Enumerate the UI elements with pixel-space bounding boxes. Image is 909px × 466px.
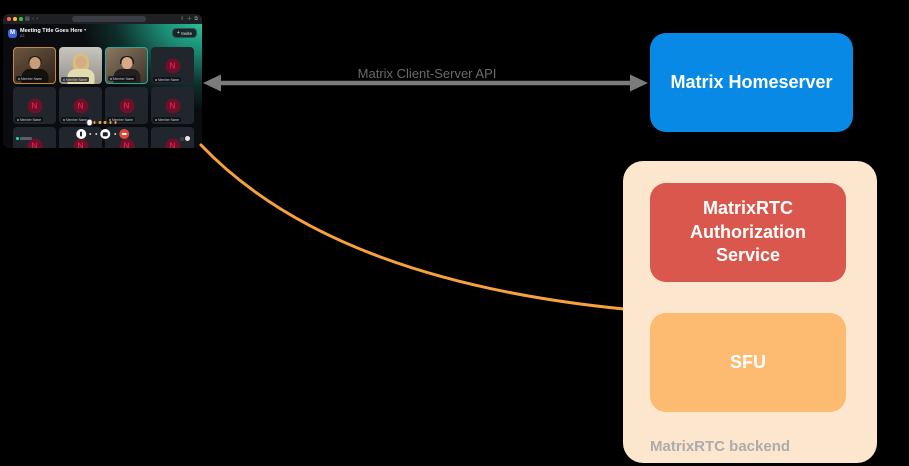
video-tile: N Member Name (105, 87, 148, 124)
traffic-light-minimize-icon (13, 17, 17, 21)
name-badge: Member Name (16, 76, 45, 81)
hangup-button (119, 129, 130, 139)
share-icon: ⇧ (180, 15, 185, 22)
call-controls (75, 129, 130, 139)
video-tile: N (13, 127, 56, 148)
invite-button: + Invite (171, 28, 197, 38)
participant-avatar: N (165, 58, 180, 73)
forward-icon: › (36, 15, 39, 22)
homeserver-box: Matrix Homeserver (650, 33, 853, 132)
meeting-title: Meeting Title Goes Here (20, 27, 83, 34)
name-badge: Member Name (153, 77, 182, 82)
api-arrowhead-right (630, 74, 648, 92)
video-tile: N Member Name (59, 87, 102, 124)
rtc-curve (199, 143, 626, 311)
tile-status-icons (179, 136, 190, 141)
video-tile: N (151, 127, 194, 148)
video-grid: Member Name Member Name Member Name N Me… (13, 47, 194, 148)
participant-count: 22 (20, 32, 25, 38)
backend-label: MatrixRTC backend (650, 438, 791, 455)
call-header: M Meeting Title Goes Here ▾ 22 + Invite (3, 24, 202, 39)
traffic-light-zoom-icon (19, 17, 23, 21)
call-app: M Meeting Title Goes Here ▾ 22 + Invite (3, 24, 202, 148)
control-dot-icon (113, 133, 116, 135)
backend-container: MatrixRTC Authorization Service SFU Matr… (623, 161, 877, 463)
video-tile: N Member Name (151, 47, 194, 84)
name-badge: Member Name (107, 117, 136, 122)
video-tile: Member Name (105, 47, 148, 84)
participant-avatar: N (119, 98, 134, 113)
participant-avatar: N (165, 98, 180, 113)
video-tile: N Member Name (13, 87, 56, 124)
participant-avatar: N (27, 138, 42, 148)
green-dot-icon (16, 137, 19, 140)
sfu-label: SFU (730, 352, 766, 372)
name-badge: Member Name (108, 76, 137, 81)
homeserver-label: Matrix Homeserver (670, 72, 833, 92)
auth-service-label: MatrixRTC Authorization Service (690, 198, 806, 266)
participant-avatar: N (73, 98, 88, 113)
video-tile: N Member Name (151, 87, 194, 124)
mute-icon (179, 136, 184, 141)
page-dot-active (88, 121, 91, 124)
name-badge: Member Name (61, 77, 90, 82)
participant-avatar: N (73, 138, 88, 148)
traffic-light-close-icon (7, 17, 11, 21)
back-icon: ‹ (32, 15, 34, 22)
page-dot (114, 121, 117, 124)
name-badge: Member Name (153, 117, 182, 122)
invite-button-label: Invite (181, 30, 192, 36)
auth-service-box: MatrixRTC Authorization Service (650, 183, 846, 282)
url-bar (72, 16, 147, 22)
control-dot-icon (89, 133, 92, 135)
video-tile: Member Name (59, 47, 102, 84)
connection-indicator (16, 137, 32, 140)
page-dot (103, 121, 107, 124)
plus-icon: + (176, 30, 180, 36)
options-icon (185, 136, 190, 141)
api-arrow-label: Matrix Client-Server API (357, 66, 497, 81)
name-badge: Member Name (61, 117, 90, 122)
new-tab-icon: ＋ (186, 15, 192, 22)
mic-button (75, 129, 86, 139)
control-dot-icon (94, 133, 97, 135)
sidebar-icon: ▤ (25, 15, 30, 22)
name-badge: Member Name (15, 117, 44, 122)
camera-button (100, 129, 111, 139)
page-dot (98, 121, 102, 124)
room-avatar: M (8, 28, 17, 38)
participant-avatar: N (27, 98, 42, 113)
tabs-icon: ⧉ (194, 15, 198, 22)
participant-avatar: N (119, 138, 134, 148)
browser-chrome: ▤ ‹ › ⇧ ＋ ⧉ (3, 14, 202, 24)
page-dot (93, 121, 96, 124)
pagination-dots (88, 121, 117, 124)
chevron-down-icon: ▾ (84, 27, 87, 33)
page-dot (109, 121, 112, 124)
browser-window: ▤ ‹ › ⇧ ＋ ⧉ M Meeting Title Goes Here ▾ … (3, 14, 202, 148)
participant-avatar: N (165, 138, 180, 148)
sfu-box: SFU (650, 313, 846, 412)
video-tile: Member Name (13, 47, 56, 84)
api-arrowhead-left (203, 74, 221, 92)
